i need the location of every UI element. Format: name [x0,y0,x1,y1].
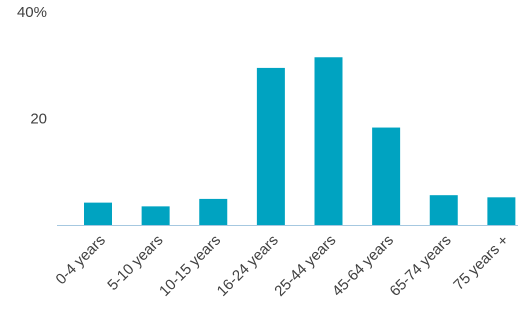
x-tick-label: 0-4 years [53,232,109,288]
x-tick-label: 5-10 years [104,232,166,294]
bar [199,198,228,225]
y-tick-label: 40% [17,4,47,21]
bar [141,206,170,225]
bar [429,195,458,225]
bar [487,197,516,225]
y-tick-label: 20 [30,111,47,128]
bars-group [84,57,516,226]
bar [84,202,112,225]
bar [256,67,285,225]
x-tick-label: 65-74 years [387,232,455,300]
x-tick-label: 25-44 years [271,232,339,300]
x-tick-label: 45-64 years [329,232,397,300]
x-tick-label: 16-24 years [214,232,282,300]
x-tick-label: 10-15 years [156,232,224,300]
y-axis-ticks: 20 40% [17,4,47,128]
bar [314,57,343,226]
x-tick-label: 75 years + [450,232,512,294]
bar [372,127,401,225]
